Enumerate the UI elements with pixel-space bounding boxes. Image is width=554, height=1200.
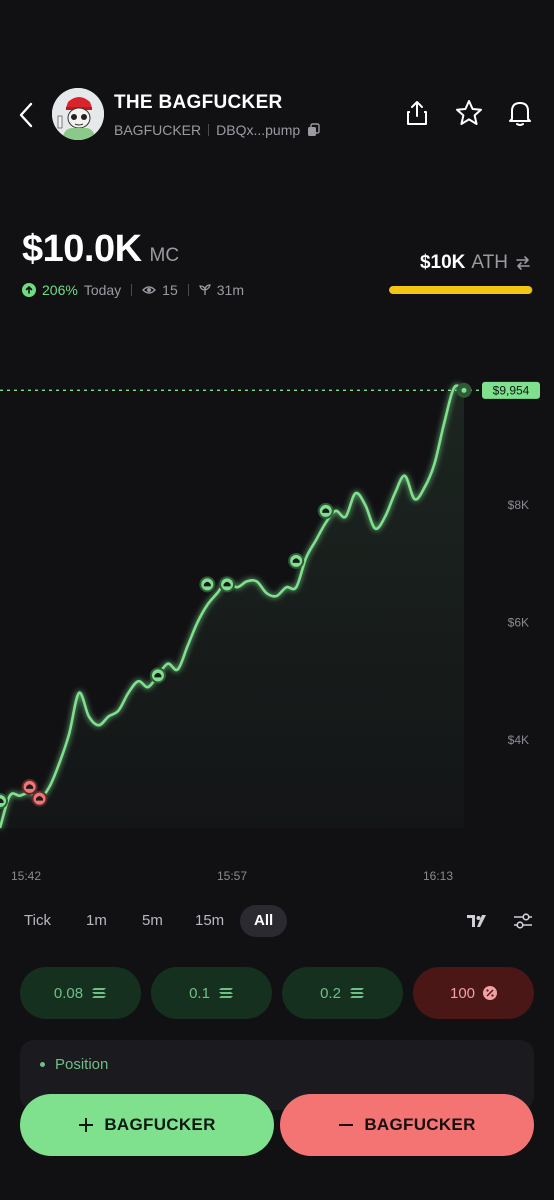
buy-trade-marker[interactable]: [149, 667, 166, 684]
ath-progress-fill: [389, 286, 532, 294]
y-tick-label: $4K: [508, 733, 529, 747]
market-cap: $10.0K MC: [22, 228, 179, 271]
buy-trade-marker[interactable]: [219, 576, 236, 593]
buy-trade-marker[interactable]: [317, 502, 334, 519]
buy-trade-marker[interactable]: [0, 792, 8, 809]
plus-icon: [79, 1118, 94, 1132]
timeframe-1m[interactable]: 1m: [86, 912, 107, 929]
divider: [208, 124, 210, 136]
timeframe-all[interactable]: All: [240, 905, 288, 937]
ath-value: $10K: [419, 252, 466, 273]
solana-icon: [349, 988, 364, 998]
amount-preset-button[interactable]: 0.08: [20, 967, 141, 1019]
sprout-icon: [198, 284, 211, 295]
slippage-button[interactable]: 100: [413, 967, 534, 1019]
token-header: THE BAGFUCKER BAGFUCKER DBQx...pump: [0, 84, 554, 144]
y-tick-label: $8K: [508, 498, 529, 512]
x-tick-label: 15:42: [11, 869, 41, 883]
timeframe-5m[interactable]: 5m: [142, 912, 163, 929]
buy-label: BAGFUCKER: [104, 1115, 216, 1134]
amount-value: 0.08: [53, 984, 84, 1002]
buy-trade-marker[interactable]: [199, 576, 216, 593]
ath-label: ATH: [471, 252, 508, 273]
minus-icon: [339, 1124, 354, 1126]
buy-trade-marker[interactable]: [288, 552, 305, 569]
token-stats: 206% Today 15 31m: [22, 282, 244, 298]
timeframe-bar: Tick 1m 5m 15m All: [0, 905, 554, 937]
amount-preset-button[interactable]: 0.2: [282, 967, 403, 1019]
amount-presets: 0.08 0.1 0.2 100: [20, 967, 534, 1019]
avatar-image: [52, 88, 104, 140]
timeframe-15m[interactable]: 15m: [195, 912, 225, 929]
tradingview-icon[interactable]: [466, 913, 488, 929]
divider: [131, 284, 133, 296]
token-subtitle: BAGFUCKER DBQx...pump: [114, 122, 321, 138]
y-tick-label: $6K: [508, 615, 529, 629]
amount-value: 0.1: [189, 984, 210, 1002]
slippage-value: 100: [449, 984, 476, 1002]
star-icon[interactable]: [454, 98, 484, 128]
trade-markers: [0, 502, 334, 809]
x-tick-label: 15:57: [217, 869, 247, 883]
price-area: [0, 385, 464, 828]
swap-icon[interactable]: [514, 254, 532, 272]
solana-icon: [218, 988, 233, 998]
amount-value: 0.2: [320, 984, 341, 1002]
y-axis: $10K$8K$6K$4K: [501, 381, 529, 747]
sell-trade-marker[interactable]: [21, 778, 38, 795]
change-period: Today: [83, 282, 122, 298]
ath-display[interactable]: $10K ATH: [420, 252, 532, 274]
current-price-label: $9,954: [493, 383, 530, 397]
x-tick-label: 16:13: [423, 869, 453, 883]
current-price-tag: $9,954: [482, 381, 540, 399]
change-percent: 206%: [42, 282, 78, 298]
amount-preset-button[interactable]: 0.1: [151, 967, 272, 1019]
position-label: Position: [55, 1056, 109, 1073]
sell-label: BAGFUCKER: [364, 1115, 476, 1134]
token-avatar[interactable]: [52, 88, 104, 140]
timeframe-tick[interactable]: Tick: [24, 912, 51, 929]
divider: [187, 284, 189, 296]
last-price-dot: [456, 382, 472, 398]
percent-icon: [483, 986, 498, 1000]
copy-icon[interactable]: [307, 123, 321, 137]
x-axis: 15:42 15:57 16:13: [11, 869, 453, 883]
ath-progress-bar: [389, 286, 533, 294]
contract-address[interactable]: DBQx...pump: [216, 122, 301, 138]
buy-button[interactable]: BAGFUCKER: [20, 1094, 274, 1156]
market-cap-unit: MC: [149, 245, 180, 266]
sell-button[interactable]: BAGFUCKER: [280, 1094, 534, 1156]
share-icon[interactable]: [402, 98, 432, 128]
sell-trade-marker[interactable]: [31, 790, 48, 807]
back-icon[interactable]: [14, 98, 40, 132]
position-header: Position: [40, 1056, 108, 1073]
eye-icon: [142, 286, 157, 294]
settings-sliders-icon[interactable]: [512, 911, 534, 931]
token-age: 31m: [216, 282, 244, 298]
bell-icon[interactable]: [505, 98, 535, 128]
token-ticker: BAGFUCKER: [114, 122, 202, 138]
arrow-up-icon: [22, 283, 36, 297]
token-name: THE BAGFUCKER: [114, 92, 283, 113]
status-dot: [40, 1062, 45, 1067]
viewer-count: 15: [162, 282, 178, 298]
market-cap-value: $10.0K: [22, 228, 142, 270]
solana-icon: [92, 988, 107, 998]
